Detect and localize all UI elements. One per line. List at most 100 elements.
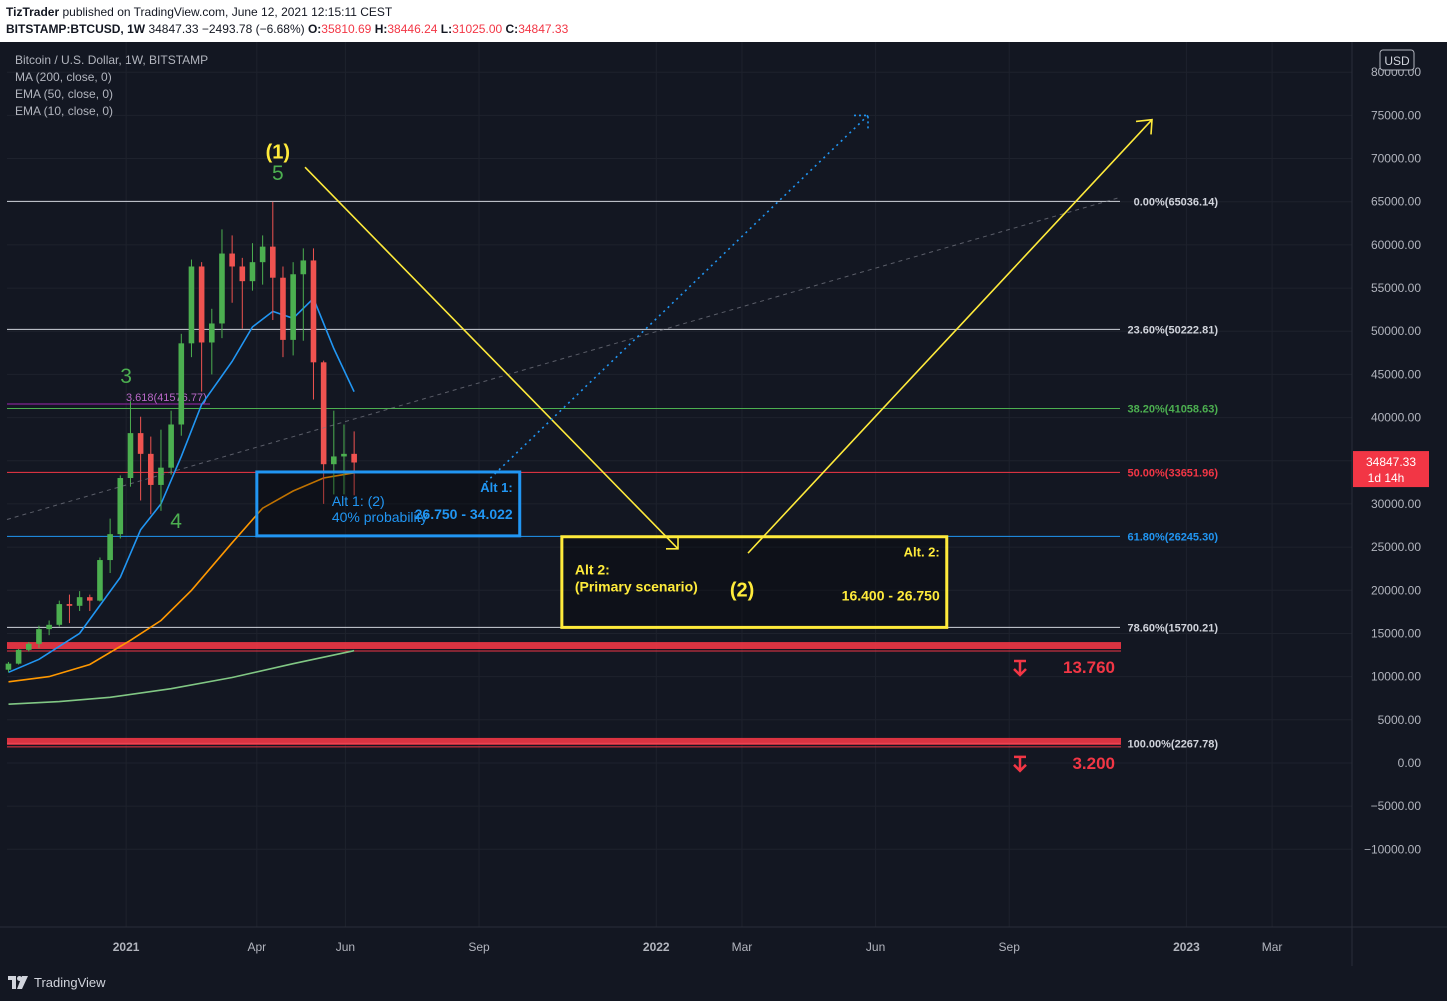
candle-body[interactable] bbox=[341, 453, 347, 457]
support-zone-band[interactable] bbox=[7, 737, 1121, 745]
candle-body[interactable] bbox=[25, 643, 32, 650]
candle-body[interactable] bbox=[280, 277, 286, 340]
candle-body[interactable] bbox=[168, 424, 174, 468]
candle-body[interactable] bbox=[219, 253, 225, 324]
candle-body[interactable] bbox=[127, 433, 134, 479]
fib-level-label: 50.00%(33651.96) bbox=[1127, 467, 1218, 479]
candle-body[interactable] bbox=[198, 266, 205, 343]
candle-body[interactable] bbox=[147, 453, 154, 485]
publisher-line: TizTrader published on TradingView.com, … bbox=[6, 5, 392, 19]
time-tick-label: Mar bbox=[1262, 940, 1283, 954]
zone-wave-label: (2) bbox=[730, 580, 754, 602]
candle-body[interactable] bbox=[259, 246, 266, 263]
price-tick-label: 15000.00 bbox=[1371, 626, 1421, 640]
price-tick-label: 60000.00 bbox=[1371, 238, 1421, 252]
candle-body[interactable] bbox=[229, 253, 235, 267]
published-text: published on TradingView.com, June 12, 2… bbox=[62, 5, 393, 19]
legend-ema10: EMA (10, close, 0) bbox=[15, 104, 113, 118]
candle-body[interactable] bbox=[188, 266, 195, 344]
annotations[interactable]: Alt 1: 26.750 - 34.022 Alt 1: (2)40% proba… bbox=[6, 114, 1429, 629]
high-value: 38446.24 bbox=[387, 22, 438, 36]
price-tick-label: −10000.00 bbox=[1364, 842, 1421, 856]
candles[interactable] bbox=[5, 201, 357, 673]
candle-body[interactable] bbox=[320, 362, 327, 465]
currency-badge[interactable] bbox=[1379, 49, 1415, 71]
zone-box-alt2[interactable] bbox=[560, 535, 949, 629]
candle-body[interactable] bbox=[249, 262, 256, 282]
candle-body[interactable] bbox=[66, 604, 73, 606]
projection-up-arrowhead-icon bbox=[1135, 118, 1153, 135]
candle-body[interactable] bbox=[178, 343, 185, 425]
last-price-countdown: 1d 14h bbox=[1368, 471, 1405, 485]
time-tick-label: 2021 bbox=[113, 940, 140, 954]
fib-extension-label: 3.618(41576.77) bbox=[126, 392, 207, 404]
open-value: 35810.69 bbox=[321, 22, 372, 36]
price-tick-label: 65000.00 bbox=[1371, 195, 1421, 209]
time-tick-label: Sep bbox=[999, 940, 1021, 954]
candle-body[interactable] bbox=[310, 260, 317, 363]
support-zone-band[interactable] bbox=[7, 642, 1121, 649]
support-target-label: 13.760 bbox=[1063, 658, 1115, 677]
candle-body[interactable] bbox=[36, 629, 42, 644]
candle-body[interactable] bbox=[107, 534, 113, 561]
price-chart[interactable]: 80000.0075000.0070000.0065000.0060000.00… bbox=[0, 42, 1447, 966]
price-tick-label: 10000.00 bbox=[1371, 670, 1421, 684]
arrow-down-icon bbox=[1013, 659, 1027, 677]
tradingview-brand[interactable]: TradingView bbox=[34, 975, 106, 990]
candle-body[interactable] bbox=[76, 597, 83, 606]
legend-and-labels: Bitcoin / U.S. Dollar, 1W, BITSTAMP MA (… bbox=[15, 49, 1415, 118]
projection-up-line[interactable] bbox=[747, 119, 1153, 554]
candle-body[interactable] bbox=[117, 478, 124, 535]
zone-title-alt2: Alt. 2: bbox=[904, 545, 940, 560]
zone-note2-alt2: (Primary scenario) bbox=[575, 579, 698, 595]
projection-down-line[interactable] bbox=[304, 166, 679, 550]
candle-body[interactable] bbox=[46, 624, 52, 630]
candle-body[interactable] bbox=[209, 323, 215, 343]
time-tick-label: Jun bbox=[866, 940, 885, 954]
price-tick-label: 25000.00 bbox=[1371, 540, 1421, 554]
last-price-tag[interactable] bbox=[1353, 451, 1429, 488]
high-label: H: bbox=[374, 22, 388, 36]
low-value: 31025.00 bbox=[452, 22, 503, 36]
candle-body[interactable] bbox=[300, 260, 307, 275]
zone-range-alt2: 16.400 - 26.750 bbox=[842, 588, 940, 604]
tradingview-logo-icon[interactable] bbox=[7, 975, 29, 991]
fib-level-label: 0.00%(65036.14) bbox=[1134, 196, 1219, 208]
currency-label: USD bbox=[1384, 54, 1410, 68]
candle-body[interactable] bbox=[15, 649, 22, 664]
candle-body[interactable] bbox=[239, 266, 246, 282]
candle-body[interactable] bbox=[86, 597, 93, 601]
price-change: −2493.78 (−6.68%) bbox=[201, 22, 305, 36]
ohlc-line: BITSTAMP:BTCUSD, 1W 34847.33 −2493.78 (−… bbox=[6, 22, 568, 36]
candle-body[interactable] bbox=[97, 560, 103, 601]
candle-body[interactable] bbox=[158, 467, 164, 485]
trendline-dashed[interactable] bbox=[6, 196, 1121, 520]
close-value: 34847.33 bbox=[518, 22, 569, 36]
candle-body[interactable] bbox=[270, 246, 276, 278]
candle-body[interactable] bbox=[351, 453, 357, 463]
moving-average-line bbox=[8, 296, 355, 674]
support-zones[interactable]: 13.760 3.200 bbox=[7, 642, 1121, 773]
candle-body[interactable] bbox=[290, 274, 296, 340]
price-tick-label: 0.00 bbox=[1398, 756, 1422, 770]
candle-body[interactable] bbox=[5, 663, 12, 670]
wave-label: 4 bbox=[170, 510, 182, 533]
legend-ema50: EMA (50, close, 0) bbox=[15, 87, 113, 101]
projection-down-arrowhead-icon bbox=[666, 536, 679, 550]
wave-label: 5 bbox=[272, 162, 284, 185]
zone-box-alt1[interactable] bbox=[255, 470, 522, 538]
time-tick-label: Sep bbox=[468, 940, 490, 954]
price-tick-label: 55000.00 bbox=[1371, 281, 1421, 295]
symbol-label: BITSTAMP:BTCUSD, 1W bbox=[6, 22, 146, 36]
candle-body[interactable] bbox=[331, 456, 337, 465]
wave-label: (1) bbox=[266, 142, 290, 164]
fib-level-label: 23.60%(50222.81) bbox=[1127, 324, 1218, 336]
footer: TradingView bbox=[0, 966, 1447, 1001]
candle-body[interactable] bbox=[137, 433, 144, 454]
candle-body[interactable] bbox=[56, 604, 63, 625]
zone-note1-alt1: Alt 1: (2) bbox=[332, 493, 385, 509]
alt1-projection-dotted[interactable] bbox=[485, 114, 869, 483]
time-tick-label: 2023 bbox=[1173, 940, 1200, 954]
publisher-name[interactable]: TizTrader bbox=[6, 5, 60, 19]
price-tick-label: 75000.00 bbox=[1371, 108, 1421, 122]
